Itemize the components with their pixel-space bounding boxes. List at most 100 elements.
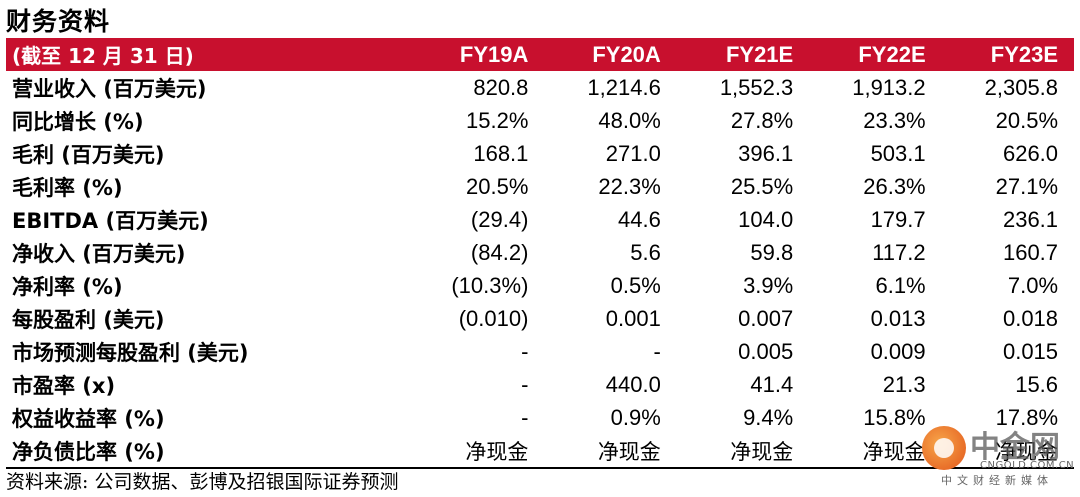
table-cell: 20.5% (466, 173, 529, 199)
row-label: 权益收益率 (%) (12, 406, 165, 431)
table-cell: 41.4 (750, 371, 794, 397)
table-cell: 15.6 (1015, 371, 1059, 397)
table-row: 毛利 (百万美元) 168.1 271.0 396.1 503.1 626.0 (6, 137, 1074, 170)
header-col-fy23e: FY23E (990, 41, 1059, 67)
table-cell: 15.2% (466, 107, 529, 133)
watermark-logo: 中金网 CNGOLD.COM.CN 中文财经新媒体 (922, 420, 1075, 488)
table-row: 市盈率 (x) - 440.0 41.4 21.3 15.6 (6, 368, 1074, 401)
table-row: 每股盈利 (美元) (0.010) 0.001 0.007 0.013 0.018 (6, 302, 1074, 335)
table-row: 同比增长 (%) 15.2% 48.0% 27.8% 23.3% 20.5% (6, 104, 1074, 137)
table-cell: 7.0% (1007, 272, 1059, 298)
table-cell: (10.3%) (451, 272, 529, 298)
header-label: (截至 12 月 31 日) (12, 44, 194, 68)
table-cell: 0.001 (605, 305, 661, 331)
table-cell: 17.8% (995, 404, 1059, 430)
row-label: 营业收入 (百万美元) (12, 76, 207, 101)
table-cell: 21.3 (882, 371, 926, 397)
header-col-fy19a: FY19A (459, 41, 529, 67)
table-cell: 20.5% (995, 107, 1059, 133)
table-row: 权益收益率 (%) - 0.9% 9.4% 15.8% 17.8% (6, 401, 1074, 434)
logo-domain: CNGOLD.COM.CN (980, 460, 1075, 471)
table-cell: 503.1 (870, 140, 926, 166)
row-label: 市盈率 (x) (12, 373, 116, 398)
table-cell: 25.5% (730, 173, 794, 199)
table-cell: 168.1 (473, 140, 529, 166)
table-cell: 0.018 (1002, 305, 1059, 331)
row-label: 净利率 (%) (12, 274, 123, 299)
row-label: EBITDA (百万美元) (12, 208, 209, 233)
table-cell: 440.0 (605, 371, 661, 397)
row-label: 市场预测每股盈利 (美元) (12, 340, 249, 365)
table-cell: 1,552.3 (719, 74, 794, 100)
table-cell: 160.7 (1002, 239, 1059, 265)
table-cell: 15.8% (863, 404, 926, 430)
table-cell: 0.013 (870, 305, 926, 331)
table-cell: 0.015 (1002, 338, 1059, 364)
row-label: 同比增长 (%) (12, 109, 144, 134)
table-cell: 0.007 (738, 305, 794, 331)
table-cell: 0.009 (870, 338, 926, 364)
page-title: 财务资料 (6, 7, 111, 36)
source-note: 资料来源: 公司数据、彭博及招银国际证券预测 (6, 471, 399, 493)
table-cell: - (521, 338, 529, 364)
row-label: 毛利 (百万美元) (12, 142, 165, 167)
table-cell: - (521, 371, 529, 397)
table-cell: 396.1 (738, 140, 794, 166)
table-body: 营业收入 (百万美元) 820.8 1,214.6 1,552.3 1,913.2 2,3… (6, 71, 1074, 467)
table-row: 净负债比率 (%) 净现金 净现金 净现金 净现金 净现金 (6, 434, 1074, 467)
logo-subtitle: 中文财经新媒体 (941, 474, 1053, 487)
table-cell: 2,305.8 (984, 74, 1059, 100)
table-cell: 9.4% (743, 404, 794, 430)
table-cell: - (653, 338, 661, 364)
table-row: 营业收入 (百万美元) 820.8 1,214.6 1,552.3 1,913.2 2,3… (6, 71, 1074, 104)
table-cell: 117.2 (872, 239, 926, 265)
table-cell: 净现金 (730, 439, 794, 464)
table-cell: 23.3% (863, 107, 926, 133)
row-label: 每股盈利 (美元) (12, 307, 165, 332)
row-label: 净负债比率 (%) (12, 439, 165, 464)
table-cell: (29.4) (470, 206, 529, 232)
table-row: 毛利率 (%) 20.5% 22.3% 25.5% 26.3% 27.1% (6, 170, 1074, 203)
table-cell: 0.9% (610, 404, 661, 430)
table-cell: 44.6 (617, 206, 661, 232)
table-cell: 净现金 (597, 439, 661, 464)
table-cell: 6.1% (875, 272, 926, 298)
table-cell: 22.3% (598, 173, 661, 199)
table-row: 净利率 (%) (10.3%) 0.5% 3.9% 6.1% 7.0% (6, 269, 1074, 302)
table-cell: - (521, 404, 529, 430)
table-cell: 26.3% (863, 173, 926, 199)
table-cell: 0.005 (738, 338, 794, 364)
table-cell: 27.8% (730, 107, 794, 133)
row-label: 毛利率 (%) (12, 175, 123, 200)
financial-table: (截至 12 月 31 日) FY19A FY20A FY21E FY22E F… (6, 38, 1074, 469)
table-cell: 0.5% (610, 272, 661, 298)
table-row: EBITDA (百万美元) (29.4) 44.6 104.0 179.7 236.1 (6, 203, 1074, 236)
table-row: 净收入 (百万美元) (84.2) 5.6 59.8 117.2 160.7 (6, 236, 1074, 269)
table-cell: 179.7 (870, 206, 926, 232)
table-cell: 1,214.6 (587, 74, 661, 100)
table-cell: 净现金 (862, 439, 926, 464)
header-col-fy20a: FY20A (592, 41, 661, 67)
table-cell: (84.2) (470, 239, 529, 265)
table-cell: 236.1 (1002, 206, 1059, 232)
table-cell: 5.6 (630, 239, 661, 265)
table-cell: 59.8 (750, 239, 794, 265)
table-header: (截至 12 月 31 日) FY19A FY20A FY21E FY22E F… (6, 38, 1074, 71)
table-cell: (0.010) (458, 305, 529, 331)
row-label: 净收入 (百万美元) (12, 241, 186, 266)
table-cell: 820.8 (473, 74, 529, 100)
table-cell: 104.0 (738, 206, 794, 232)
header-col-fy22e: FY22E (858, 41, 926, 67)
table-cell: 3.9% (743, 272, 794, 298)
table-bottom-rule (6, 467, 1074, 469)
table-row: 市场预测每股盈利 (美元) - - 0.005 0.009 0.015 (6, 335, 1074, 368)
table-cell: 1,913.2 (852, 74, 926, 100)
table-cell: 271.0 (605, 140, 661, 166)
table-cell: 净现金 (995, 439, 1059, 464)
table-cell: 27.1% (995, 173, 1059, 199)
header-col-fy21e: FY21E (725, 41, 794, 67)
logo-circle-icon (922, 426, 966, 470)
table-cell: 48.0% (598, 107, 661, 133)
table-cell: 净现金 (465, 439, 529, 464)
logo-name: 中金网 (970, 430, 1060, 465)
